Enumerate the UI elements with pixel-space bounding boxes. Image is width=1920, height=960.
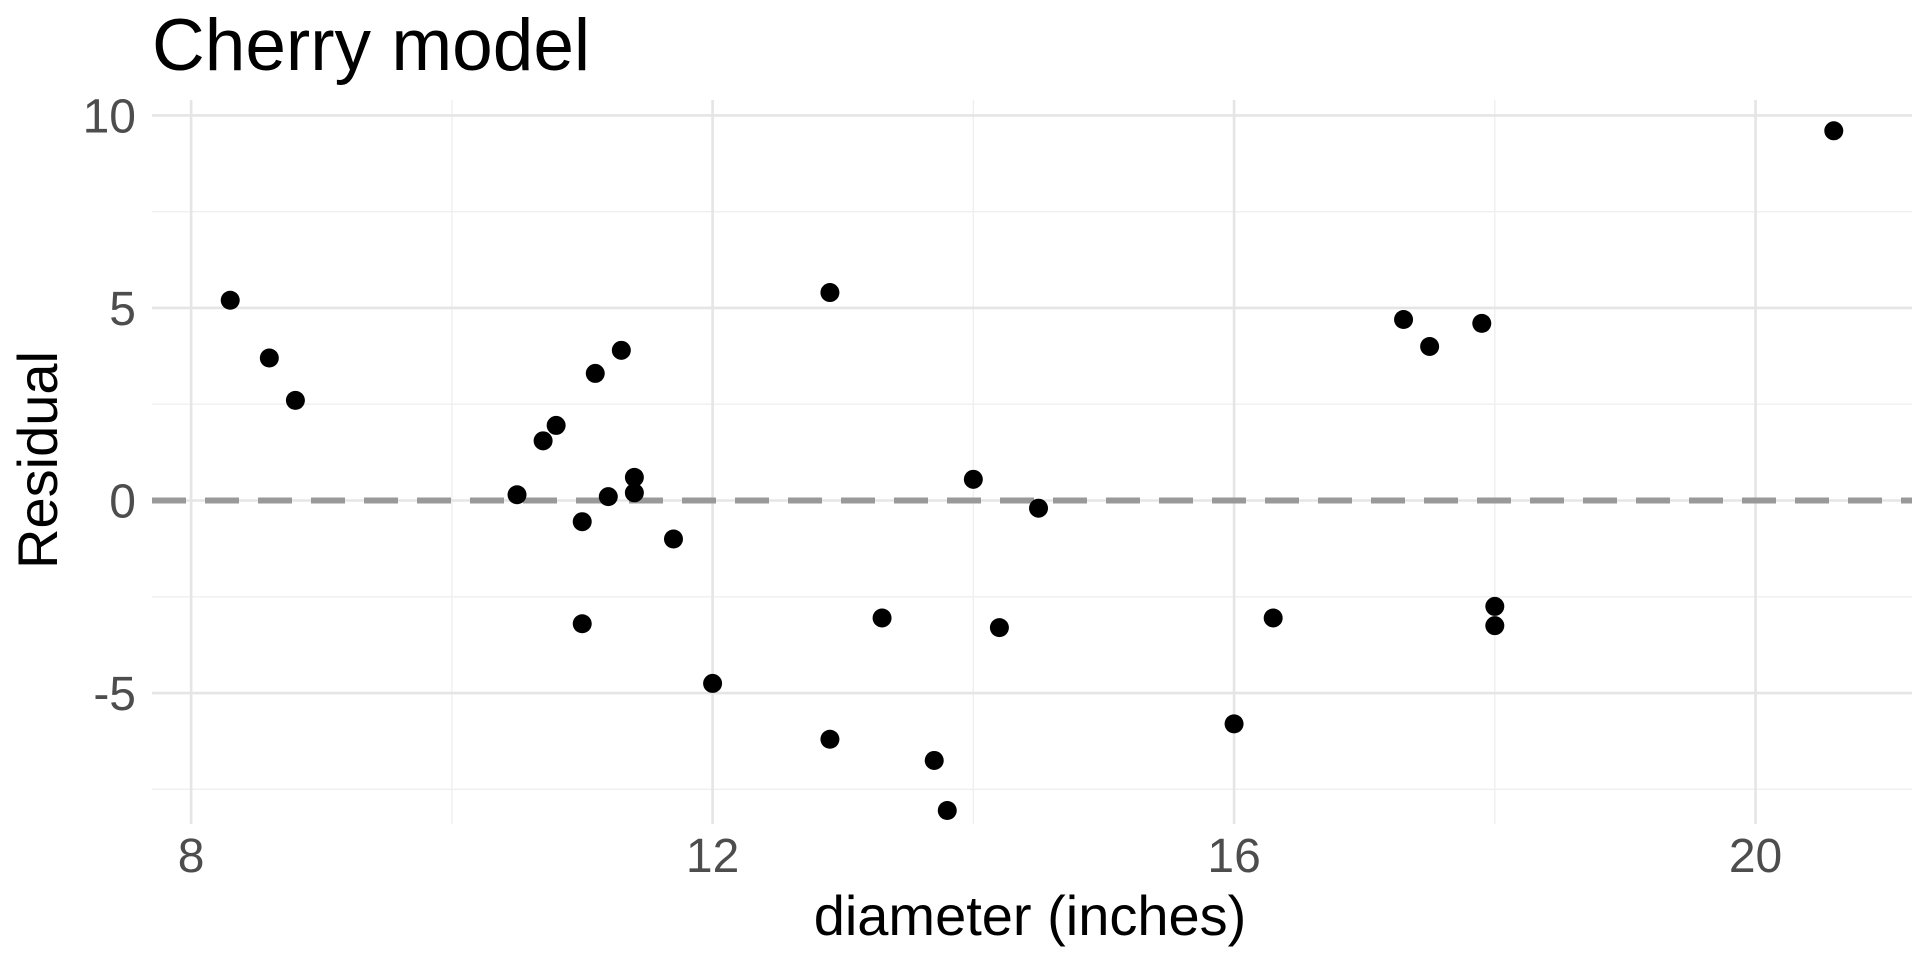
data-point — [624, 483, 644, 503]
data-point — [1420, 336, 1440, 356]
data-point — [533, 431, 553, 451]
data-point — [1472, 313, 1492, 333]
y-tick-label: 5 — [109, 283, 136, 336]
data-point — [820, 729, 840, 749]
data-point — [1263, 608, 1283, 628]
x-tick-label: 16 — [1207, 830, 1260, 883]
data-point — [924, 750, 944, 770]
data-point — [820, 283, 840, 303]
data-point — [624, 467, 644, 487]
data-point — [611, 340, 631, 360]
y-tick-label: 10 — [83, 90, 136, 143]
data-point — [1394, 310, 1414, 330]
y-tick-label: -5 — [93, 668, 136, 721]
y-axis-title: Residual — [6, 351, 69, 569]
data-point — [572, 614, 592, 634]
data-point — [285, 390, 305, 410]
x-tick-label: 8 — [178, 830, 205, 883]
data-point — [703, 673, 723, 693]
data-point — [572, 512, 592, 532]
data-point — [963, 469, 983, 489]
data-point — [663, 529, 683, 549]
data-point — [937, 801, 957, 821]
data-point — [1485, 616, 1505, 636]
y-tick-label: 0 — [109, 476, 136, 529]
x-tick-label: 12 — [686, 830, 739, 883]
x-tick-label: 20 — [1729, 830, 1782, 883]
x-axis-title: diameter (inches) — [814, 884, 1247, 947]
data-point — [989, 618, 1009, 638]
y-axis-ticks: -5 0 5 10 — [83, 90, 136, 721]
data-point — [1485, 596, 1505, 616]
data-point — [585, 363, 605, 383]
x-axis-ticks: 8 12 16 20 — [178, 830, 1782, 883]
data-point — [546, 415, 566, 435]
data-point — [1224, 714, 1244, 734]
data-point — [1824, 121, 1844, 141]
chart-title: Cherry model — [152, 5, 590, 86]
data-point — [872, 608, 892, 628]
data-point — [507, 485, 527, 505]
data-point — [259, 348, 279, 368]
data-point — [1029, 498, 1049, 518]
data-points — [220, 121, 1844, 821]
data-point — [598, 487, 618, 507]
data-point — [220, 290, 240, 310]
